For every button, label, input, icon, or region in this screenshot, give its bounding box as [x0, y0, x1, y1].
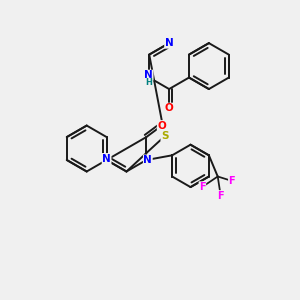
Text: N: N — [102, 154, 111, 164]
Text: S: S — [161, 131, 169, 141]
Text: H: H — [145, 78, 152, 87]
Text: O: O — [165, 103, 173, 113]
Text: N: N — [143, 155, 152, 165]
Text: N: N — [144, 70, 153, 80]
Text: F: F — [229, 176, 235, 186]
Text: O: O — [158, 121, 166, 130]
Text: F: F — [218, 190, 224, 201]
Text: F: F — [199, 182, 206, 192]
Text: N: N — [165, 38, 173, 48]
